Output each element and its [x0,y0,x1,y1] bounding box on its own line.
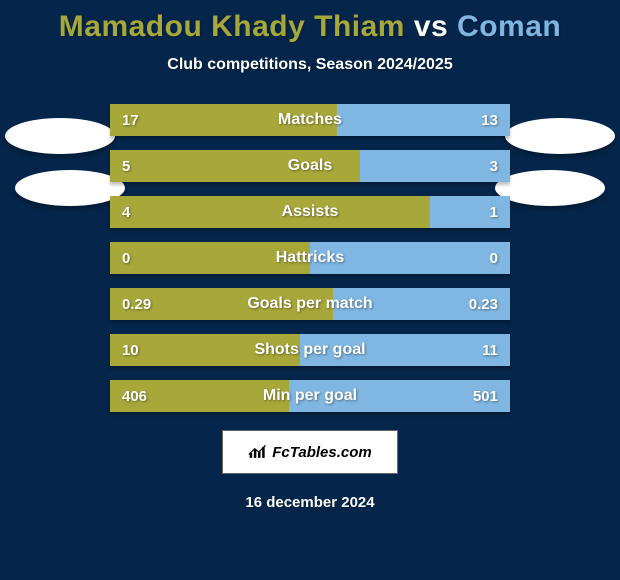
bar-left-segment [110,334,300,366]
player1-avatar-shape-2 [15,170,125,206]
bar-track [110,104,510,136]
bar-track [110,150,510,182]
bar-right-segment [360,150,510,182]
bar-right-segment [337,104,510,136]
vs-text: vs [414,10,448,43]
player2-avatar-shape-2 [495,170,605,206]
stat-row: Assists41 [110,196,510,228]
subtitle: Club competitions, Season 2024/2025 [0,56,620,74]
bar-track [110,242,510,274]
branding-badge: FcTables.com [222,430,398,474]
bar-left-segment [110,104,337,136]
bar-left-segment [110,288,333,320]
bar-right-segment [300,334,510,366]
player1-name: Mamadou Khady Thiam [59,10,405,43]
comparison-infographic: Mamadou Khady Thiam vs Coman Club compet… [0,0,620,580]
stat-row: Goals per match0.290.23 [110,288,510,320]
branding-text: FcTables.com [272,444,371,461]
date-text: 16 december 2024 [0,494,620,511]
stat-row: Shots per goal1011 [110,334,510,366]
bar-track [110,380,510,412]
bar-track [110,196,510,228]
stat-row: Matches1713 [110,104,510,136]
bar-left-segment [110,196,430,228]
bar-right-segment [430,196,510,228]
bar-left-segment [110,380,289,412]
title: Mamadou Khady Thiam vs Coman [0,10,620,44]
player1-avatar-shape-1 [5,118,115,154]
bar-left-segment [110,242,310,274]
player2-name: Coman [457,10,561,43]
player2-avatar-shape-1 [505,118,615,154]
bar-track [110,288,510,320]
bar-left-segment [110,150,360,182]
bar-right-segment [333,288,510,320]
stat-row: Min per goal406501 [110,380,510,412]
stat-bars: Matches1713 Goals53 Assists41 Hattricks00 Go… [110,104,510,412]
bar-right-segment [289,380,510,412]
bar-right-segment [310,242,510,274]
stat-row: Hattricks00 [110,242,510,274]
bar-chart-icon [248,444,268,460]
stat-row: Goals53 [110,150,510,182]
bar-track [110,334,510,366]
